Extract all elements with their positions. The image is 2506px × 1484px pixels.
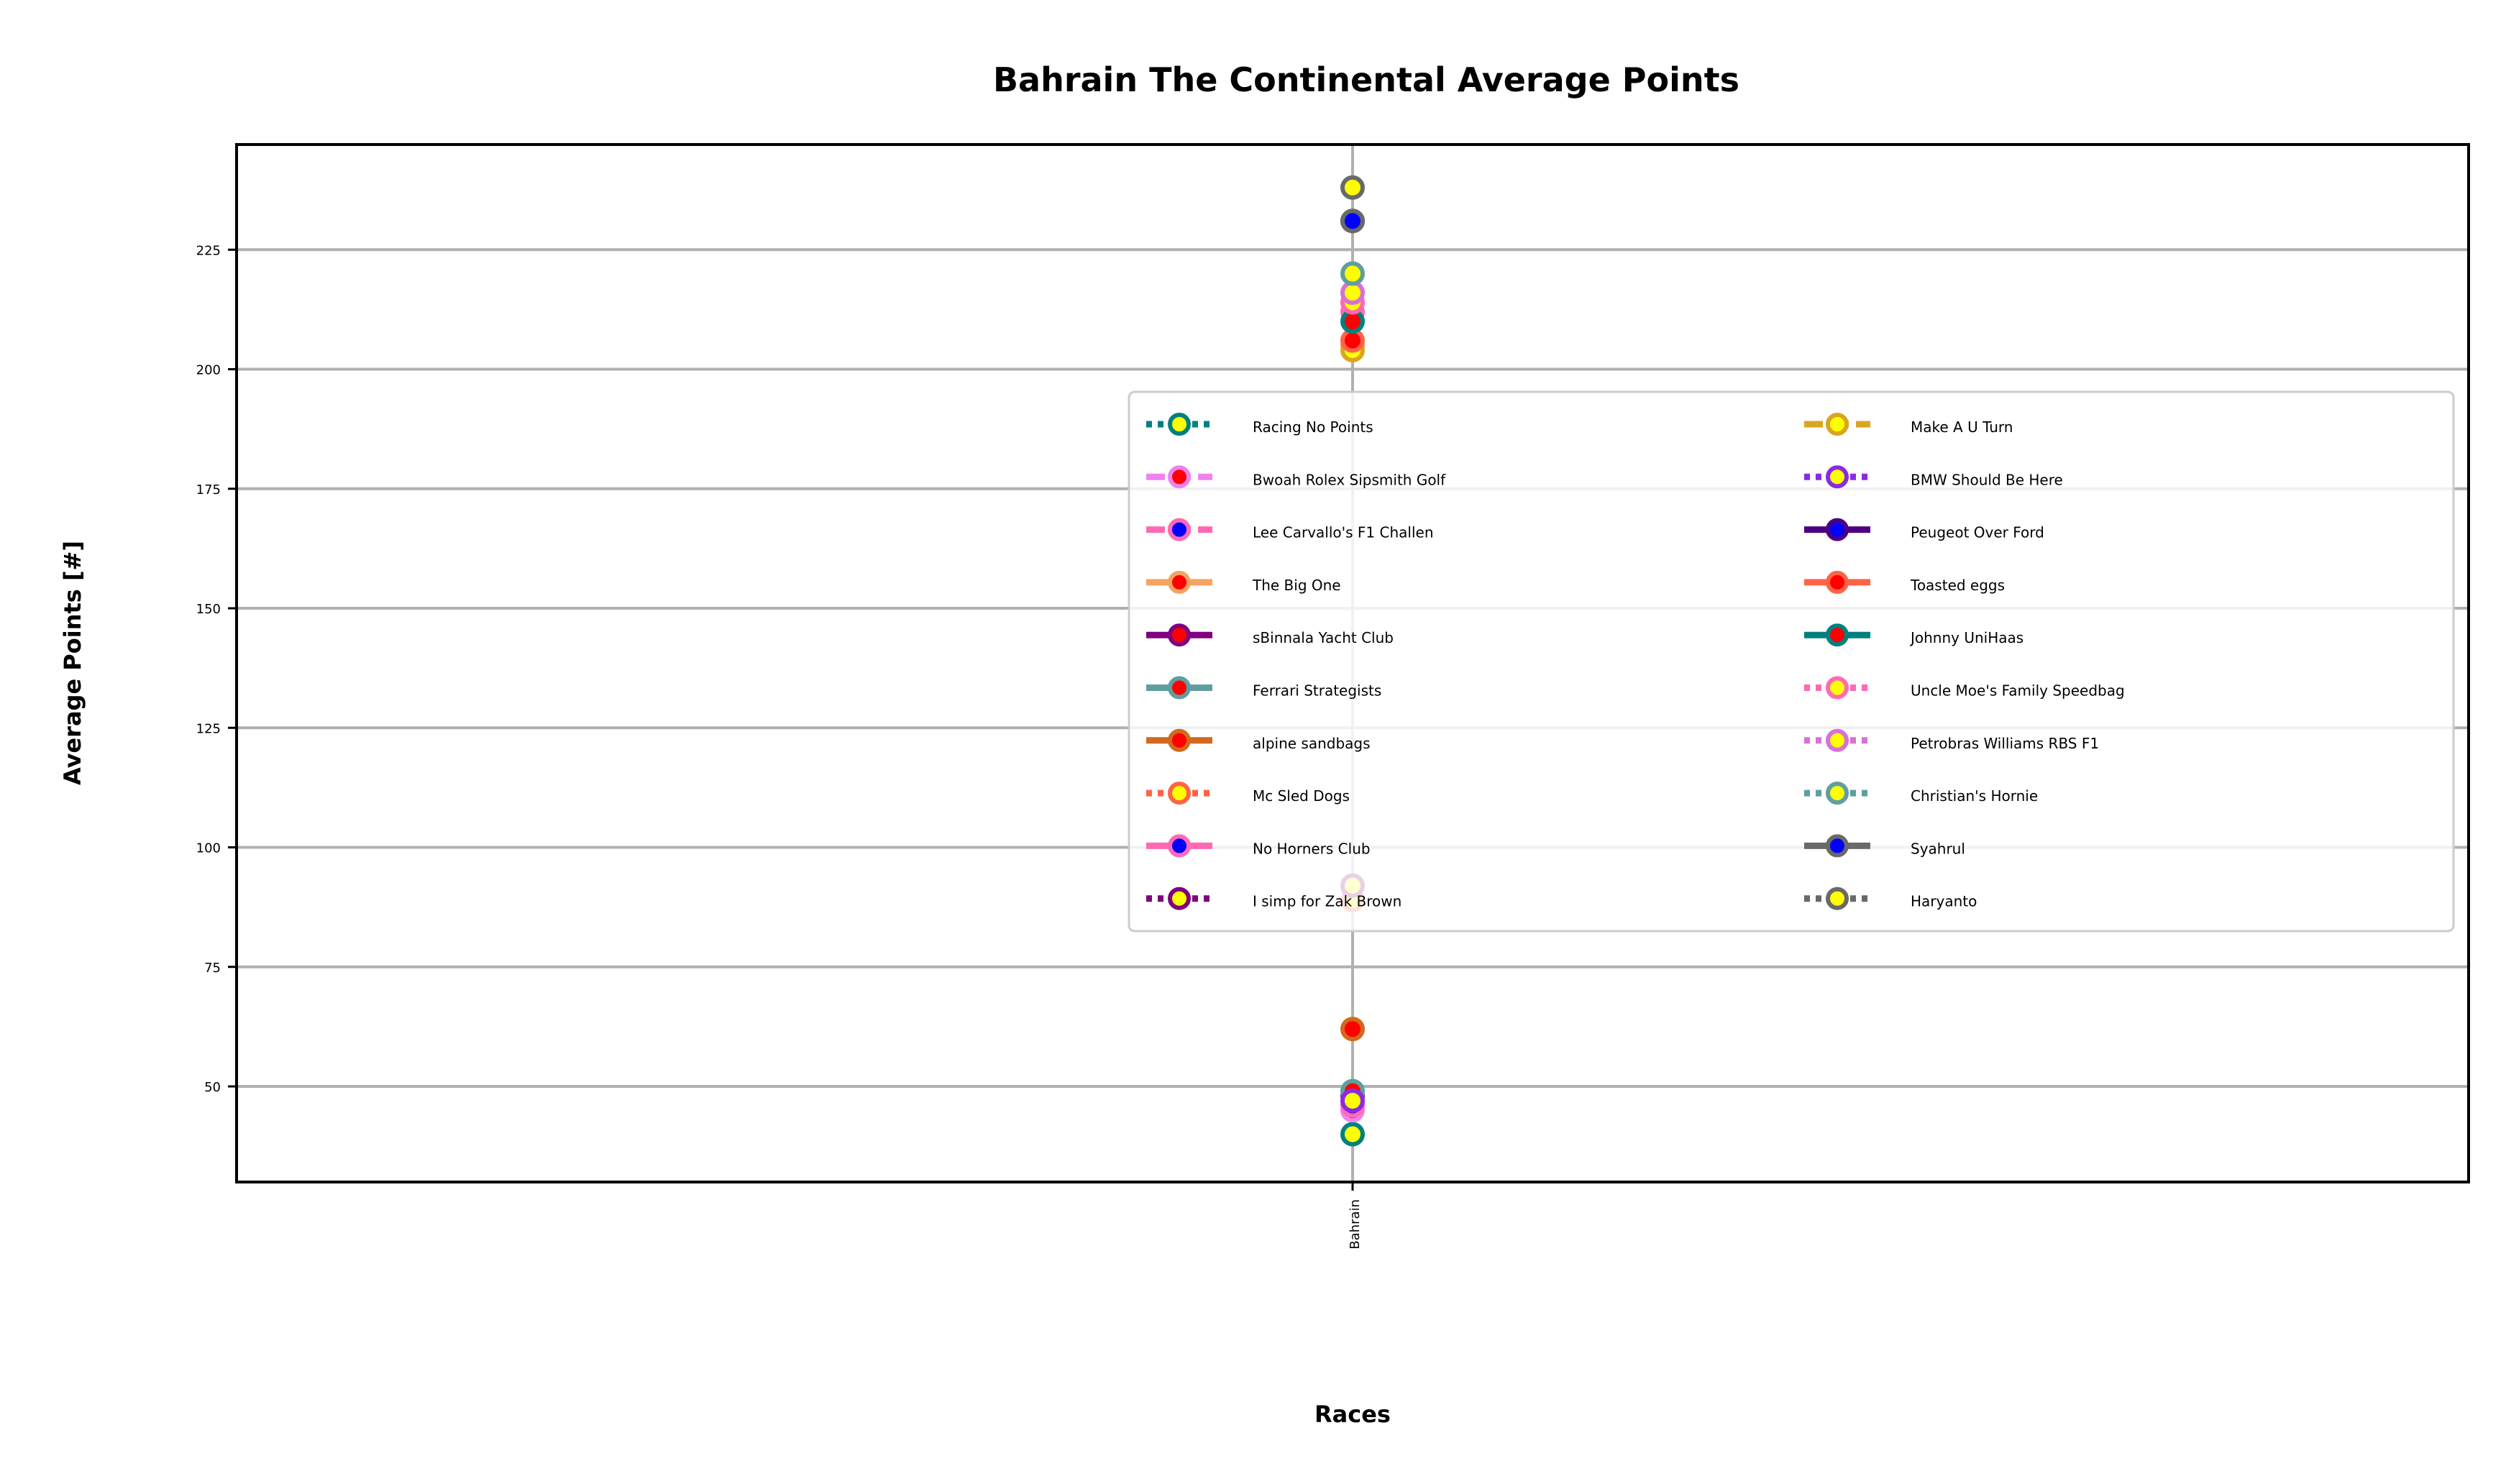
legend-entry: Syahrul [1804, 834, 1965, 858]
x-axis: Bahrain [1348, 1182, 1363, 1250]
legend-marker-swatch [1168, 728, 1191, 752]
legend-marker-swatch [1826, 834, 1849, 858]
legend-label: I simp for Zak Brown [1253, 893, 1401, 910]
legend-label: Johnny UniHaas [1909, 629, 2023, 646]
data-point [1340, 1088, 1365, 1113]
legend-entry: The Big One [1146, 570, 1341, 594]
legend: Racing No Points Bwoah Rolex Sipsmith Gol… [1128, 390, 2455, 933]
y-tick-label: 225 [196, 243, 221, 258]
data-point [1340, 1122, 1365, 1147]
legend-label: Haryanto [1911, 893, 1977, 910]
legend-marker-swatch [1168, 676, 1191, 700]
legend-entry: No Horners Club [1146, 834, 1371, 858]
data-point [1340, 175, 1365, 200]
legend-entry: BMW Should Be Here [1804, 465, 2063, 489]
legend-marker-swatch [1826, 676, 1849, 700]
legend-label: Peugeot Over Ford [1911, 524, 2044, 541]
legend-label: Toasted eggs [1910, 577, 2005, 594]
legend-entry: Toasted eggs [1804, 570, 2005, 594]
y-tick-label: 75 [204, 961, 221, 976]
legend-label: Lee Carvallo's F1 Challen [1253, 524, 1434, 541]
legend-entry: I simp for Zak Brown [1146, 887, 1401, 910]
y-tick-label: 150 [196, 602, 221, 617]
legend-marker-swatch [1168, 887, 1191, 910]
legend-frame [1128, 390, 2455, 933]
legend-entry: Haryanto [1804, 887, 1977, 910]
legend-marker-swatch [1168, 413, 1191, 436]
y-tick-label: 125 [196, 721, 221, 736]
legend-entry: alpine sandbags [1146, 728, 1371, 752]
legend-marker-swatch [1826, 413, 1849, 436]
legend-label: BMW Should Be Here [1911, 471, 2063, 488]
legend-entry: Mc Sled Dogs [1146, 782, 1350, 805]
legend-marker-swatch [1168, 782, 1191, 805]
legend-marker-swatch [1168, 623, 1191, 647]
legend-label: The Big One [1252, 577, 1341, 594]
legend-label: No Horners Club [1253, 840, 1371, 857]
legend-label: Bwoah Rolex Sipsmith Golf [1253, 471, 1446, 488]
chart-title: Bahrain The Continental Average Points [993, 60, 1739, 99]
y-tick-label: 200 [196, 363, 221, 378]
legend-label: Uncle Moe's Family Speedbag [1911, 682, 2125, 700]
data-point [1340, 1017, 1365, 1042]
legend-marker-swatch [1826, 728, 1849, 752]
data-point [1340, 209, 1365, 234]
legend-label: alpine sandbags [1253, 735, 1371, 752]
legend-marker-swatch [1826, 465, 1849, 489]
legend-entry: Ferrari Strategists [1146, 676, 1381, 700]
legend-marker-swatch [1826, 570, 1849, 594]
legend-entry: Lee Carvallo's F1 Challen [1146, 518, 1434, 541]
legend-label: sBinnala Yacht Club [1253, 629, 1394, 646]
legend-label: Ferrari Strategists [1253, 682, 1381, 700]
x-axis-label: Races [1314, 1401, 1391, 1428]
legend-entry: Petrobras Williams RBS F1 [1804, 728, 2099, 752]
legend-label: Make A U Turn [1911, 418, 2013, 436]
legend-marker-swatch [1168, 518, 1191, 541]
x-tick-label: Bahrain [1348, 1199, 1363, 1250]
legend-marker-swatch [1826, 623, 1849, 647]
y-axis: 50 75 100 125 150 175 200 225 [196, 243, 237, 1095]
legend-label: Petrobras Williams RBS F1 [1911, 735, 2099, 752]
legend-entry: Peugeot Over Ford [1804, 518, 2044, 541]
legend-marker-swatch [1168, 570, 1191, 594]
legend-entry: Racing No Points [1146, 413, 1373, 436]
y-tick-label: 100 [196, 841, 221, 856]
legend-entry: sBinnala Yacht Club [1146, 623, 1394, 647]
legend-entry: Uncle Moe's Family Speedbag [1804, 676, 2125, 700]
legend-label: Racing No Points [1253, 418, 1373, 436]
legend-label: Mc Sled Dogs [1253, 787, 1350, 805]
legend-entry: Christian's Hornie [1804, 782, 2038, 805]
legend-label: Christian's Hornie [1911, 787, 2038, 805]
legend-marker-swatch [1168, 465, 1191, 489]
y-tick-label: 175 [196, 482, 221, 498]
legend-marker-swatch [1826, 887, 1849, 910]
y-axis-label: Average Points [#] [59, 541, 86, 785]
legend-marker-swatch [1826, 518, 1849, 541]
legend-entry: Make A U Turn [1804, 413, 2013, 436]
legend-entry: Bwoah Rolex Sipsmith Golf [1146, 465, 1446, 489]
legend-entry: Johnny UniHaas [1804, 623, 2023, 647]
legend-marker-swatch [1826, 782, 1849, 805]
data-point [1340, 261, 1365, 286]
legend-marker-swatch [1168, 834, 1191, 858]
y-tick-label: 50 [204, 1080, 221, 1095]
legend-label: Syahrul [1911, 840, 1965, 857]
